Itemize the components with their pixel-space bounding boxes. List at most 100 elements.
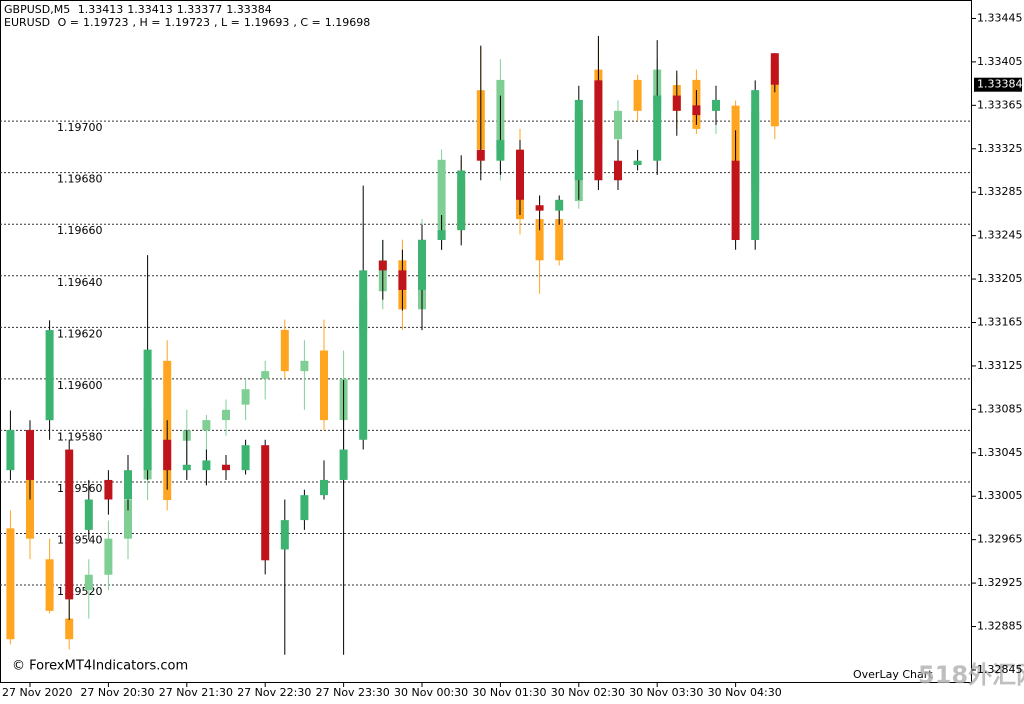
y-tick-label: 1.33045 — [977, 446, 1023, 459]
candle-body — [712, 99, 720, 111]
candle-body — [633, 79, 642, 111]
candle-body — [339, 449, 348, 480]
candle-body — [45, 559, 54, 611]
x-tick-label: 27 Nov 23:30 — [316, 686, 390, 699]
y-tick-label: 1.33125 — [977, 359, 1023, 372]
y2-tick-label: 1.19680 — [57, 173, 103, 186]
ohlc-value: 1.33413 — [127, 3, 173, 16]
ohlc-value: 1.33377 — [176, 3, 223, 16]
candle-body — [594, 80, 603, 181]
candle-body — [124, 470, 132, 500]
ohlc-value: 1.19693 — [243, 16, 290, 29]
x-tick-label: 27 Nov 22:30 — [237, 686, 311, 699]
candle-body — [261, 371, 270, 379]
y-tick-label: 1.32845 — [977, 663, 1023, 676]
ohlc-value: 1.19723 — [83, 16, 129, 29]
candle-body — [163, 439, 172, 471]
candle-body — [476, 149, 485, 161]
symbol: GBPUSD,M5 — [4, 3, 71, 16]
x-tick-label: 30 Nov 03:30 — [629, 686, 703, 699]
symbol: EURUSD — [4, 16, 51, 29]
y-tick-label: 1.33365 — [977, 98, 1023, 111]
x-tick-label: 30 Nov 00:30 — [394, 686, 468, 699]
candle-body — [574, 99, 583, 181]
candle-body — [182, 464, 191, 471]
ohlc-value: 1.19698 — [324, 16, 371, 29]
candle-body — [653, 95, 662, 161]
candle-body — [65, 449, 74, 600]
y-tick-label: 1.33405 — [977, 55, 1023, 68]
candle-body — [731, 160, 740, 240]
x-tick-label: 27 Nov 21:30 — [159, 686, 233, 699]
candle-body — [555, 199, 564, 211]
y-tick-label: 1.33445 — [977, 11, 1023, 24]
candle-body — [6, 429, 15, 471]
x-tick-label: 30 Nov 04:30 — [708, 686, 782, 699]
watermark: © ForexMT4Indicators.com — [12, 659, 188, 674]
x-tick-label: 27 Nov 2020 — [2, 686, 72, 699]
gbp-header: GBPUSD,M5 1.33413 1.33413 1.33377 1.33384 — [4, 3, 276, 16]
candle-body — [555, 219, 564, 261]
candle-body — [280, 520, 289, 550]
ohlc-label: O = — [57, 16, 80, 29]
candle-body — [300, 495, 309, 521]
candle-body — [84, 574, 93, 591]
candle-body — [535, 205, 544, 211]
y-tick-label: 1.33245 — [977, 229, 1023, 242]
candle-body — [300, 360, 309, 372]
candle-body — [770, 61, 779, 127]
site-watermark: 518外汇网 — [918, 661, 1024, 689]
candle-body — [104, 538, 113, 575]
y-tick-label: 1.33005 — [977, 489, 1023, 502]
candle-body — [202, 460, 211, 471]
candle-body — [437, 159, 446, 240]
candle-body — [45, 330, 54, 421]
candle-body — [124, 500, 132, 539]
candle-body — [633, 160, 642, 166]
y2-tick-label: 1.19540 — [57, 534, 103, 547]
candle-body — [535, 219, 544, 261]
candle-body — [241, 445, 250, 471]
candle-body — [359, 270, 368, 440]
ohlc-value: 1.19723 — [164, 16, 211, 29]
y-tick-label: 1.33285 — [977, 185, 1023, 198]
price-label: 1.33384 — [977, 78, 1023, 91]
y-tick-label: 1.32885 — [977, 620, 1023, 633]
x-tick-label: 30 Nov 01:30 — [472, 686, 546, 699]
candle-body — [692, 105, 701, 116]
y2-tick-label: 1.19580 — [57, 430, 103, 443]
candle-body — [26, 429, 34, 480]
y-tick-label: 1.33205 — [977, 272, 1023, 285]
eur-header: EURUSD O = 1.19723, H = 1.19723, L = 1.1969… — [4, 16, 374, 29]
y2-tick-label: 1.19700 — [57, 121, 103, 134]
y2-tick-label: 1.19560 — [57, 482, 103, 495]
candle-body — [614, 110, 622, 140]
candle-body — [398, 270, 407, 290]
y2-tick-label: 1.19600 — [57, 379, 103, 392]
y2-tick-label: 1.19640 — [57, 276, 103, 289]
y-tick-label: 1.33085 — [977, 402, 1023, 415]
x-tick-label: 30 Nov 02:30 — [551, 686, 625, 699]
candle-body — [222, 464, 230, 471]
candle-body — [751, 90, 760, 240]
y2-tick-label: 1.19620 — [57, 327, 103, 340]
candle-body — [84, 499, 93, 530]
candle-body — [6, 528, 15, 640]
y-tick-label: 1.33165 — [977, 315, 1023, 328]
candle-body — [516, 149, 524, 200]
y-tick-label: 1.32925 — [977, 576, 1023, 589]
ohlc-label: , L = — [214, 16, 240, 29]
ohlc-label: , C = — [293, 16, 321, 29]
candle-body — [241, 389, 250, 405]
candle-body — [202, 420, 211, 431]
candle-body — [672, 95, 681, 111]
candle-body — [418, 239, 426, 290]
y-tick-label: 1.33325 — [977, 142, 1023, 155]
indicator-name: OverLay Chart — [853, 668, 933, 681]
candle-body — [770, 53, 779, 85]
candle-body — [65, 618, 74, 640]
candle-body — [143, 349, 152, 471]
candle-body — [496, 140, 505, 161]
